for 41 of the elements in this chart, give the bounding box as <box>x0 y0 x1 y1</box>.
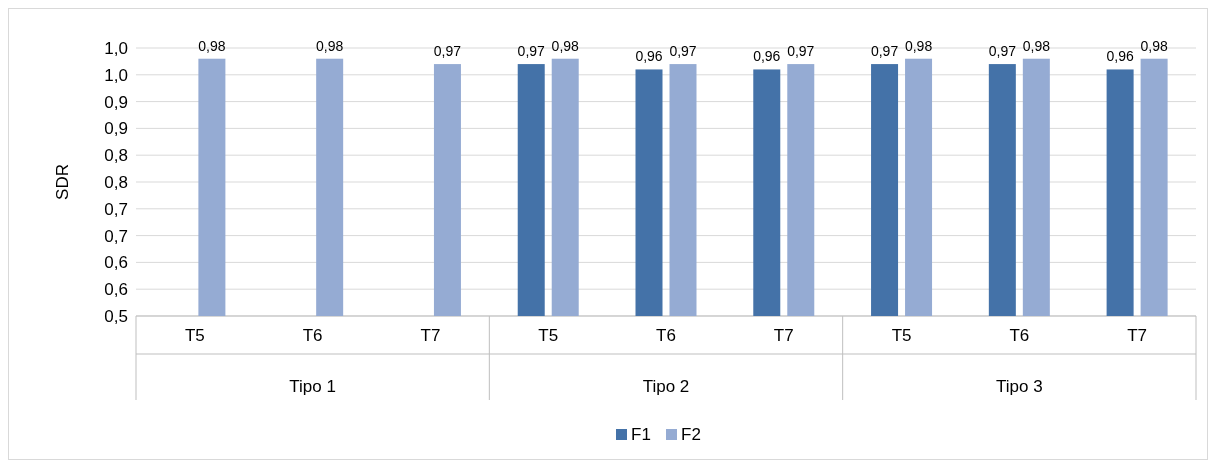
legend-label: F1 <box>631 425 651 444</box>
data-label: 0,96 <box>753 48 781 65</box>
x-tick-label: T7 <box>420 326 441 345</box>
data-label: 0,97 <box>517 43 546 60</box>
x-tick-label: T6 <box>302 326 323 345</box>
y-tick-label: 1,0 <box>104 38 128 58</box>
data-label: 0,97 <box>870 43 899 60</box>
data-label: 0,98 <box>198 37 226 54</box>
data-label: 0,97 <box>669 43 697 60</box>
data-label: 0,98 <box>1022 37 1051 54</box>
data-label: 0,96 <box>635 48 663 65</box>
x-tick-label: T5 <box>891 326 912 345</box>
x-tick-label: T6 <box>656 326 676 345</box>
text: Tipo 3 <box>996 377 1043 396</box>
y-tick-label: 0,8 <box>104 172 128 192</box>
data-label: 0,98 <box>316 37 344 54</box>
x-tick-label: T7 <box>773 326 794 345</box>
x-tick-label: T5 <box>184 326 205 345</box>
data-label: 0,98 <box>551 37 580 54</box>
x-tick-label: T5 <box>538 326 559 345</box>
y-tick-label: 0,7 <box>104 226 128 246</box>
text: Tipo 1 <box>289 377 336 396</box>
legend-label: F2 <box>681 425 701 444</box>
y-axis-title: SDR <box>53 164 72 200</box>
y-tick-label: 0,7 <box>104 199 128 219</box>
x-tick-label: T7 <box>1127 326 1148 345</box>
y-tick-label: 0,9 <box>104 92 128 112</box>
data-label: 0,96 <box>1106 48 1134 65</box>
data-label: 0,98 <box>1140 37 1168 54</box>
y-tick-label: 1,0 <box>104 65 128 85</box>
x-tick-label: T6 <box>1009 326 1030 345</box>
data-label: 0,97 <box>787 43 815 60</box>
data-label: 0,98 <box>904 37 933 54</box>
y-tick-label: 0,9 <box>104 119 128 139</box>
y-tick-label: 0,6 <box>104 280 128 300</box>
y-tick-label: 0,8 <box>104 146 128 166</box>
data-label: 0,97 <box>988 43 1017 60</box>
text: Tipo 2 <box>642 377 690 396</box>
y-tick-label: 0,6 <box>104 253 128 273</box>
y-tick-label: 0,5 <box>104 306 128 326</box>
data-label: 0,97 <box>433 43 462 60</box>
